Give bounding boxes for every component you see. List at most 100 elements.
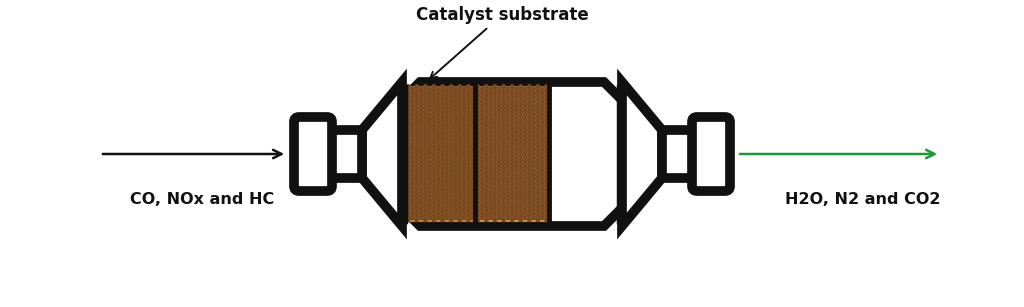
Circle shape <box>411 160 415 164</box>
Circle shape <box>494 141 497 144</box>
Circle shape <box>515 151 518 155</box>
Circle shape <box>411 100 415 103</box>
Circle shape <box>494 111 497 114</box>
Circle shape <box>445 203 449 207</box>
Circle shape <box>527 166 531 170</box>
Circle shape <box>471 181 474 185</box>
Circle shape <box>519 171 522 174</box>
Circle shape <box>506 169 510 172</box>
Circle shape <box>523 130 527 134</box>
Circle shape <box>488 181 493 185</box>
Circle shape <box>494 89 497 93</box>
Circle shape <box>428 199 431 202</box>
Circle shape <box>506 164 510 168</box>
Circle shape <box>519 184 522 187</box>
Circle shape <box>506 186 510 189</box>
Circle shape <box>445 169 449 172</box>
Circle shape <box>432 162 436 166</box>
Circle shape <box>502 128 506 131</box>
Circle shape <box>458 136 462 140</box>
Circle shape <box>467 192 470 196</box>
Circle shape <box>502 123 506 127</box>
Circle shape <box>462 151 466 155</box>
Circle shape <box>450 154 453 157</box>
Circle shape <box>462 216 466 220</box>
Circle shape <box>502 132 506 136</box>
Circle shape <box>411 95 415 99</box>
Circle shape <box>415 179 419 183</box>
Circle shape <box>436 207 440 211</box>
Circle shape <box>424 123 427 127</box>
Circle shape <box>450 205 453 209</box>
Circle shape <box>541 121 544 125</box>
Circle shape <box>537 136 540 140</box>
Circle shape <box>480 134 484 138</box>
Circle shape <box>531 121 536 125</box>
Circle shape <box>450 188 453 192</box>
Circle shape <box>428 113 431 116</box>
Circle shape <box>436 134 440 138</box>
Circle shape <box>450 145 453 149</box>
Circle shape <box>462 143 466 146</box>
Circle shape <box>480 108 484 112</box>
Circle shape <box>498 164 501 168</box>
Circle shape <box>454 173 458 177</box>
Circle shape <box>476 175 479 179</box>
Circle shape <box>510 123 514 127</box>
Circle shape <box>458 184 462 187</box>
Circle shape <box>440 166 444 170</box>
Circle shape <box>419 138 423 142</box>
Circle shape <box>462 190 466 194</box>
Circle shape <box>494 136 497 140</box>
Circle shape <box>527 196 531 200</box>
Circle shape <box>450 115 453 119</box>
Circle shape <box>454 164 458 168</box>
Circle shape <box>537 141 540 144</box>
Circle shape <box>419 164 423 168</box>
Circle shape <box>424 188 427 192</box>
Circle shape <box>484 188 488 192</box>
Circle shape <box>445 147 449 151</box>
Circle shape <box>523 203 527 207</box>
Circle shape <box>506 181 510 185</box>
Circle shape <box>440 115 444 119</box>
Circle shape <box>484 93 488 97</box>
Circle shape <box>462 126 466 129</box>
Circle shape <box>445 156 449 159</box>
Circle shape <box>407 102 410 106</box>
Circle shape <box>537 132 540 136</box>
Circle shape <box>440 106 444 110</box>
Circle shape <box>436 156 440 159</box>
Circle shape <box>462 199 466 202</box>
Circle shape <box>531 143 536 146</box>
Circle shape <box>440 184 444 187</box>
Circle shape <box>484 201 488 204</box>
Circle shape <box>454 186 458 189</box>
Circle shape <box>467 85 470 88</box>
Circle shape <box>407 85 410 88</box>
Circle shape <box>462 100 466 103</box>
Circle shape <box>407 158 410 161</box>
Circle shape <box>510 184 514 187</box>
Circle shape <box>432 196 436 200</box>
Circle shape <box>545 145 548 149</box>
Circle shape <box>502 179 506 183</box>
Circle shape <box>541 134 544 138</box>
Circle shape <box>510 205 514 209</box>
Circle shape <box>545 209 548 213</box>
Circle shape <box>471 143 474 146</box>
Circle shape <box>471 95 474 99</box>
Circle shape <box>484 85 488 88</box>
Circle shape <box>523 199 527 202</box>
Circle shape <box>458 188 462 192</box>
Circle shape <box>515 126 518 129</box>
Circle shape <box>527 145 531 149</box>
Circle shape <box>450 179 453 183</box>
Circle shape <box>436 173 440 177</box>
Circle shape <box>519 102 522 106</box>
Circle shape <box>476 102 479 106</box>
Circle shape <box>537 128 540 131</box>
Circle shape <box>494 175 497 179</box>
Circle shape <box>510 179 514 183</box>
Circle shape <box>424 128 427 131</box>
